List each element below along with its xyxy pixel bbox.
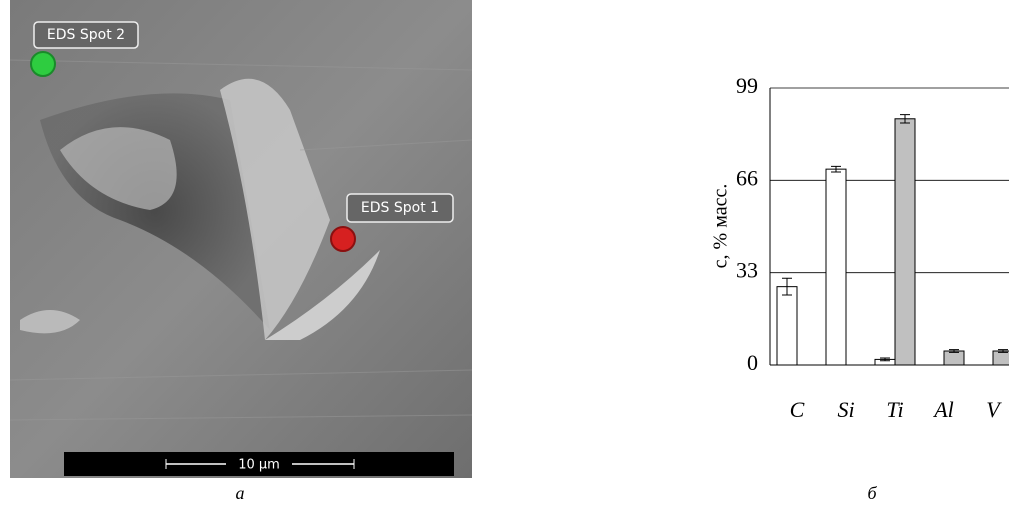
page: EDS Spot 2 EDS Spot 1 10 μm а б c, % мас… <box>0 0 1009 507</box>
x-tick-label: C <box>790 397 805 422</box>
bar <box>895 119 915 365</box>
y-tick-label: 0 <box>747 350 758 375</box>
scale-bar-label: 10 μm <box>238 458 280 473</box>
x-tick-label: Si <box>837 397 854 422</box>
bar <box>993 351 1009 365</box>
x-tick-label: V <box>986 397 1002 422</box>
bar <box>777 287 797 365</box>
x-tick-label: Ti <box>886 397 903 422</box>
y-tick-label: 33 <box>736 258 758 283</box>
bar <box>826 169 846 365</box>
caption: б <box>867 483 877 503</box>
bar <box>944 351 964 365</box>
y-axis-label: c, % масс. <box>710 184 732 269</box>
caption: а <box>236 483 245 503</box>
marker-label: EDS Spot 1 <box>361 200 439 216</box>
y-tick-label: 66 <box>736 165 758 190</box>
x-tick-label: Al <box>932 397 954 422</box>
y-tick-label: 99 <box>736 73 758 98</box>
sem-image: EDS Spot 2 EDS Spot 1 10 μm <box>10 0 472 478</box>
marker-label: EDS Spot 2 <box>47 27 125 43</box>
figure: EDS Spot 2 EDS Spot 1 10 μm а б c, % мас… <box>0 0 1009 507</box>
